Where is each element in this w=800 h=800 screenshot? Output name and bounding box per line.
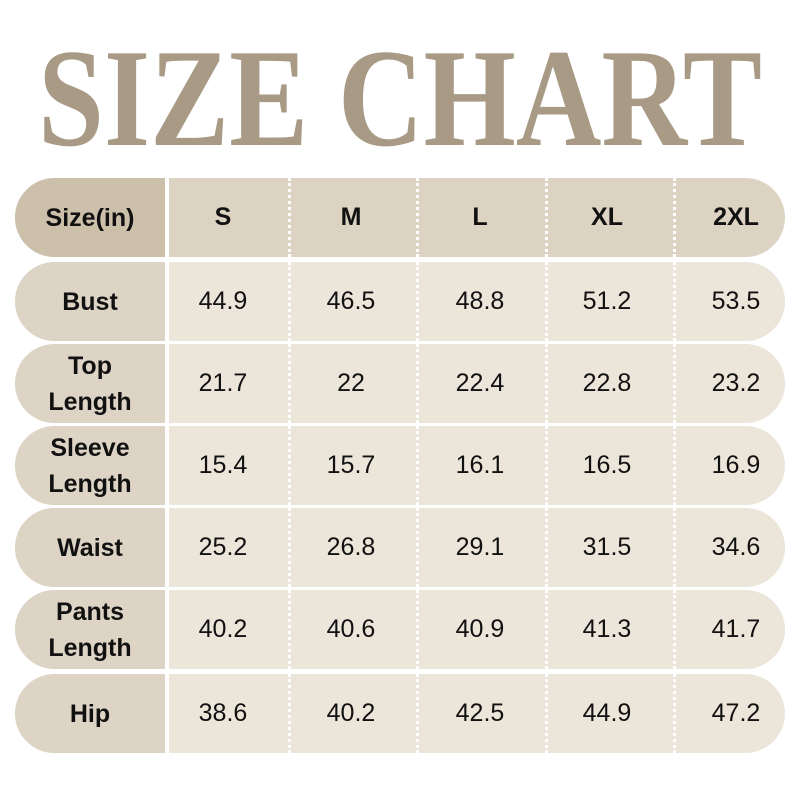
column-divider bbox=[416, 426, 419, 505]
row-label: Top Length bbox=[15, 344, 165, 423]
column-divider bbox=[416, 590, 419, 669]
table-row: Bust 44.9 46.5 48.8 51.2 53.5 bbox=[15, 262, 785, 341]
column-divider bbox=[545, 508, 548, 587]
column-header: 2XL bbox=[713, 203, 759, 231]
cell-value: 16.1 bbox=[455, 451, 505, 479]
column-divider bbox=[673, 344, 676, 423]
cell-value: 48.8 bbox=[455, 287, 505, 315]
cell-value: 40.6 bbox=[326, 615, 376, 643]
cell-value: 15.7 bbox=[326, 451, 376, 479]
column-divider bbox=[416, 178, 419, 257]
column-header: XL bbox=[591, 203, 623, 231]
column-divider bbox=[165, 178, 169, 257]
column-divider bbox=[673, 674, 676, 753]
cell-value: 21.7 bbox=[198, 369, 248, 397]
cell-value: 51.2 bbox=[582, 287, 632, 315]
column-divider bbox=[165, 508, 169, 587]
cell-value: 41.7 bbox=[711, 615, 761, 643]
cell-value: 16.9 bbox=[711, 451, 761, 479]
column-header: M bbox=[340, 203, 362, 231]
column-divider bbox=[545, 262, 548, 341]
column-divider bbox=[545, 178, 548, 257]
column-divider bbox=[165, 344, 169, 423]
label-text: Sleeve Length bbox=[48, 433, 132, 498]
column-divider bbox=[673, 178, 676, 257]
cell-value: 23.2 bbox=[711, 369, 761, 397]
row-label: Hip bbox=[15, 674, 165, 753]
column-divider bbox=[288, 262, 291, 341]
column-divider bbox=[416, 674, 419, 753]
cell-value: 47.2 bbox=[711, 699, 761, 727]
cell-value: 38.6 bbox=[198, 699, 248, 727]
cell-value: 26.8 bbox=[326, 533, 376, 561]
column-divider bbox=[416, 262, 419, 341]
row-label: Size(in) bbox=[15, 178, 165, 257]
cell-value: 25.2 bbox=[198, 533, 248, 561]
column-divider bbox=[416, 344, 419, 423]
label-text: Waist bbox=[57, 533, 123, 562]
row-label: Waist bbox=[15, 508, 165, 587]
column-divider bbox=[673, 426, 676, 505]
cell-value: 40.2 bbox=[198, 615, 248, 643]
cell-value: 34.6 bbox=[711, 533, 761, 561]
table-row: Pants Length 40.2 40.6 40.9 41.3 41.7 bbox=[15, 590, 785, 669]
row-label: Bust bbox=[15, 262, 165, 341]
label-text: Hip bbox=[69, 699, 111, 728]
cell-value: 22.8 bbox=[582, 369, 632, 397]
column-divider bbox=[165, 426, 169, 505]
cell-value: 31.5 bbox=[582, 533, 632, 561]
column-divider bbox=[545, 674, 548, 753]
column-divider bbox=[165, 674, 169, 753]
table-row: Hip 38.6 40.2 42.5 44.9 47.2 bbox=[15, 674, 785, 753]
column-divider bbox=[545, 426, 548, 505]
column-divider bbox=[673, 508, 676, 587]
column-divider bbox=[288, 590, 291, 669]
table-row: Waist 25.2 26.8 29.1 31.5 34.6 bbox=[15, 508, 785, 587]
row-label: Pants Length bbox=[15, 590, 165, 669]
column-divider bbox=[288, 674, 291, 753]
cell-value: 44.9 bbox=[198, 287, 248, 315]
column-header: S bbox=[214, 203, 232, 231]
title: SIZE CHART bbox=[38, 21, 762, 170]
label-text: Bust bbox=[62, 287, 118, 316]
cell-value: 15.4 bbox=[198, 451, 248, 479]
cell-value: 41.3 bbox=[582, 615, 632, 643]
column-divider bbox=[288, 344, 291, 423]
column-divider bbox=[673, 262, 676, 341]
column-divider bbox=[288, 178, 291, 257]
cell-value: 42.5 bbox=[455, 699, 505, 727]
cell-value: 40.9 bbox=[455, 615, 505, 643]
table-row: Sleeve Length 15.4 15.7 16.1 16.5 16.9 bbox=[15, 426, 785, 505]
table-row: Top Length 21.7 22 22.4 22.8 23.2 bbox=[15, 344, 785, 423]
cell-value: 46.5 bbox=[326, 287, 376, 315]
column-divider bbox=[673, 590, 676, 669]
column-divider bbox=[288, 426, 291, 505]
column-header: L bbox=[472, 203, 488, 231]
label-text: Pants Length bbox=[48, 597, 132, 662]
title-area: SIZE CHART bbox=[38, 21, 762, 170]
column-divider bbox=[545, 344, 548, 423]
cell-value: 22.4 bbox=[455, 369, 505, 397]
label-text: Size(in) bbox=[45, 203, 135, 232]
label-text: Top Length bbox=[48, 351, 132, 416]
cell-value: 22 bbox=[337, 369, 365, 397]
column-divider bbox=[165, 590, 169, 669]
column-divider bbox=[545, 590, 548, 669]
cell-value: 29.1 bbox=[455, 533, 505, 561]
cell-value: 40.2 bbox=[326, 699, 376, 727]
cell-value: 44.9 bbox=[582, 699, 632, 727]
column-divider bbox=[416, 508, 419, 587]
column-divider bbox=[165, 262, 169, 341]
cell-value: 16.5 bbox=[582, 451, 632, 479]
column-divider bbox=[288, 508, 291, 587]
cell-value: 53.5 bbox=[711, 287, 761, 315]
row-label: Sleeve Length bbox=[15, 426, 165, 505]
header-row: Size(in) S M L XL 2XL bbox=[15, 178, 785, 257]
